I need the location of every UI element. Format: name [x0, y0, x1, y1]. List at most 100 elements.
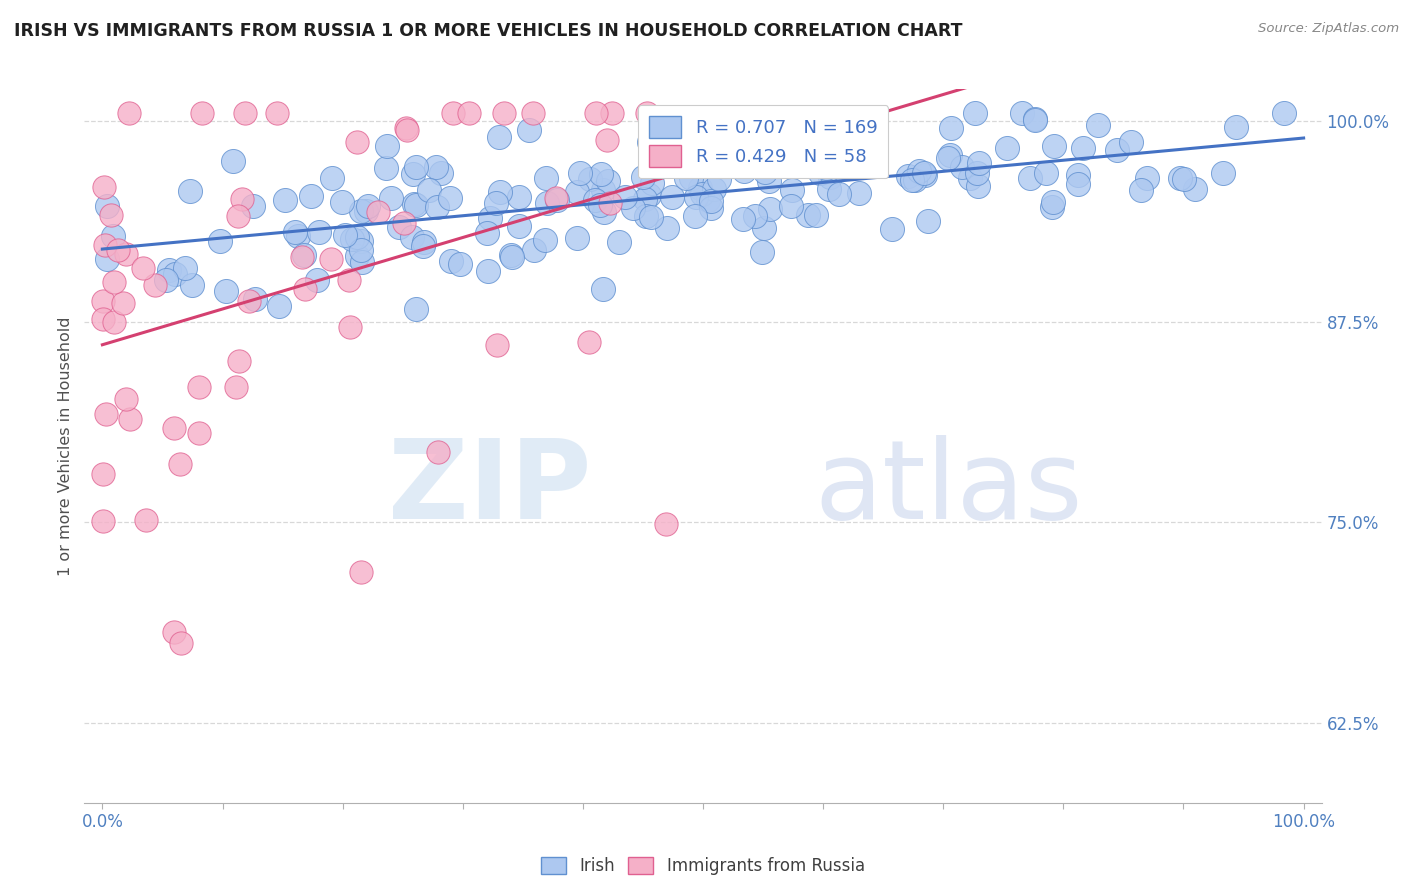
- Text: ZIP: ZIP: [388, 435, 592, 542]
- Point: [754, 165, 776, 179]
- Point: [685, 190, 707, 204]
- Point: [744, 209, 766, 223]
- Point: [1212, 166, 1234, 180]
- Point: [173, 260, 195, 275]
- Point: [848, 186, 870, 200]
- Y-axis label: 1 or more Vehicles in Household: 1 or more Vehicles in Household: [58, 317, 73, 575]
- Point: [536, 195, 558, 210]
- Point: [273, 193, 295, 207]
- Point: [907, 164, 929, 178]
- Point: [592, 204, 614, 219]
- Point: [155, 273, 177, 287]
- Point: [321, 252, 343, 266]
- Point: [813, 112, 835, 126]
- Point: [242, 199, 264, 213]
- Point: [700, 201, 723, 215]
- Text: Source: ZipAtlas.com: Source: ZipAtlas.com: [1258, 22, 1399, 36]
- Point: [758, 174, 780, 188]
- Point: [350, 244, 373, 258]
- Point: [94, 407, 117, 421]
- Point: [350, 565, 373, 579]
- Point: [405, 301, 427, 316]
- Point: [707, 172, 730, 186]
- Point: [413, 235, 436, 249]
- Point: [640, 211, 662, 225]
- Point: [221, 154, 243, 169]
- Point: [859, 123, 882, 137]
- Point: [330, 194, 353, 209]
- Point: [804, 149, 827, 163]
- Point: [107, 244, 129, 258]
- Point: [599, 196, 621, 211]
- Point: [546, 194, 568, 208]
- Point: [578, 334, 600, 349]
- Point: [517, 123, 540, 137]
- Point: [380, 191, 402, 205]
- Point: [917, 214, 939, 228]
- Point: [352, 254, 374, 268]
- Point: [1071, 141, 1094, 155]
- Point: [592, 183, 614, 197]
- Point: [959, 171, 981, 186]
- Point: [439, 191, 461, 205]
- Point: [354, 204, 377, 219]
- Point: [346, 136, 368, 150]
- Point: [165, 267, 187, 281]
- Point: [425, 160, 447, 174]
- Point: [243, 292, 266, 306]
- Point: [477, 226, 499, 240]
- Point: [103, 315, 125, 329]
- Point: [1035, 166, 1057, 180]
- Point: [191, 106, 214, 120]
- Point: [91, 293, 114, 308]
- Point: [231, 192, 253, 206]
- Point: [818, 170, 841, 185]
- Point: [1067, 177, 1090, 191]
- Point: [405, 198, 427, 212]
- Point: [966, 178, 988, 193]
- Point: [780, 183, 803, 197]
- Point: [346, 230, 368, 244]
- Point: [912, 166, 935, 180]
- Legend: R = 0.707   N = 169, R = 0.429   N = 58: R = 0.707 N = 169, R = 0.429 N = 58: [638, 105, 889, 178]
- Point: [96, 199, 118, 213]
- Point: [699, 194, 721, 208]
- Point: [621, 201, 644, 215]
- Point: [681, 171, 703, 186]
- Point: [733, 147, 755, 161]
- Point: [101, 228, 124, 243]
- Point: [631, 169, 654, 184]
- Point: [1042, 195, 1064, 210]
- Point: [638, 187, 661, 202]
- Point: [226, 209, 249, 223]
- Point: [395, 120, 418, 135]
- Point: [401, 229, 423, 244]
- Point: [703, 182, 725, 196]
- Point: [952, 160, 974, 174]
- Point: [1018, 170, 1040, 185]
- Point: [266, 106, 288, 120]
- Point: [534, 233, 557, 247]
- Point: [430, 166, 453, 180]
- Point: [157, 262, 180, 277]
- Point: [904, 173, 927, 187]
- Point: [654, 517, 676, 532]
- Point: [1136, 170, 1159, 185]
- Point: [939, 120, 962, 135]
- Point: [103, 275, 125, 289]
- Point: [685, 209, 707, 223]
- Point: [181, 278, 204, 293]
- Point: [1184, 182, 1206, 196]
- Point: [661, 190, 683, 204]
- Point: [600, 106, 623, 120]
- Point: [1272, 106, 1295, 120]
- Point: [395, 123, 418, 137]
- Point: [342, 232, 364, 246]
- Point: [405, 160, 427, 174]
- Point: [287, 229, 309, 244]
- Point: [91, 514, 114, 528]
- Point: [675, 171, 697, 186]
- Point: [115, 246, 138, 260]
- Point: [1024, 112, 1046, 127]
- Point: [233, 106, 256, 120]
